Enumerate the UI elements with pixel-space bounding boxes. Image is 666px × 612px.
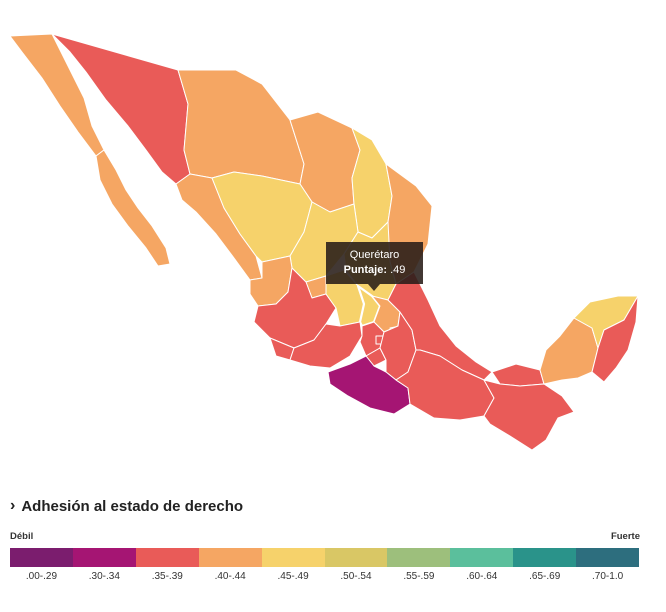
legend-swatch [135,548,199,567]
state-chiapas[interactable] [483,379,575,451]
legend-swatch [513,548,577,567]
legend-tick-label: .50-.54 [340,571,372,582]
legend-swatch [576,548,640,567]
legend-title: › Adhesión al estado de derecho [10,497,243,515]
legend-swatch [72,548,136,567]
state-chihuahua[interactable] [177,69,305,185]
legend-swatch [10,548,73,567]
legend-tick-label: .40-.44 [214,571,246,582]
tooltip-pointer [368,284,380,291]
state-tabasco[interactable] [491,363,545,387]
tooltip-score-label: Puntaje: [343,264,388,276]
state-nuevo-leon[interactable] [351,127,393,239]
legend-swatch [324,548,388,567]
legend-swatch [198,548,262,567]
legend-tick-label: .00-.29 [25,571,58,582]
legend-high-label: Fuerte [610,531,640,542]
tooltip-state-name: Querétaro [349,249,400,261]
legend-tick-label: .30-.34 [88,571,120,582]
legend-swatch [450,548,514,567]
legend-low-label: Débil [10,531,34,542]
state-campeche[interactable] [539,317,599,385]
tooltip-score: Puntaje: .49 [326,263,423,278]
tooltip-score-value: .49 [390,264,406,276]
chevron-right-icon: › [10,497,16,514]
legend-title-text: Adhesión al estado de derecho [21,497,244,515]
legend-color-bar [10,548,640,567]
legend-swatch [387,548,451,567]
legend-swatch [261,548,325,567]
legend-tick-label: .55-.59 [403,571,435,582]
legend-tick-label: .60-.64 [466,571,498,582]
legend-tick-label: .45-.49 [277,571,309,582]
state-tooltip: Querétaro Puntaje: .49 [326,242,423,284]
legend-tick-labels: .00-.29 .30-.34 .35-.39 .40-.44 .45-.49 .50-.… [10,571,639,582]
legend-tick-label: .35-.39 [151,571,183,582]
legend-tick-label: .65-.69 [529,571,561,582]
state-quintana-roo[interactable] [591,295,639,383]
legend-tick-label: .70-1.0 [592,571,624,582]
mexico-state-map [9,33,639,451]
state-baja-california-sur[interactable] [95,149,171,267]
